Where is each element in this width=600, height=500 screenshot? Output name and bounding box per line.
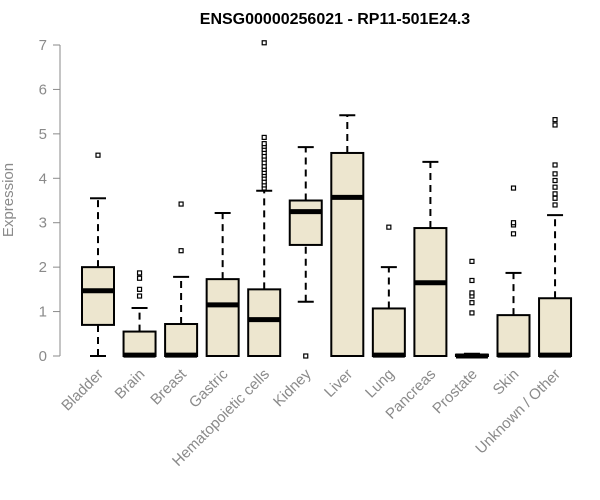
outlier-point (510, 185, 517, 191)
y-tick-label: 7 (39, 37, 47, 54)
outlier-point (552, 191, 558, 197)
outlier-point (552, 171, 558, 177)
outlier-point (510, 220, 517, 226)
boxes (81, 40, 573, 359)
x-category-label: Liver (321, 366, 356, 401)
box-liver (330, 114, 365, 357)
iqr-box (164, 323, 199, 357)
box-hematopoietic-cells (247, 40, 282, 358)
outlier-point (136, 275, 143, 281)
box-skin (496, 185, 531, 358)
iqr-box (371, 307, 406, 357)
box-kidney (288, 146, 323, 359)
box-bladder (81, 152, 115, 357)
outlier-point (552, 162, 558, 168)
outlier-point (136, 293, 143, 299)
iqr-box (413, 227, 448, 357)
iqr-box (538, 297, 573, 357)
y-tick-label: 0 (39, 348, 47, 365)
outlier-point (303, 353, 309, 359)
box-prostate (454, 258, 489, 359)
outlier-point (552, 202, 558, 208)
x-category-label: Brain (112, 366, 149, 403)
box-brain (122, 270, 157, 358)
outlier-point (386, 224, 392, 230)
outlier-point (469, 277, 475, 284)
outlier-point (469, 258, 475, 264)
outlier-point (469, 290, 475, 296)
y-tick-label: 5 (39, 126, 47, 143)
y-tick-label: 1 (39, 304, 47, 321)
box-unknown-other (538, 117, 573, 358)
outlier-point (178, 201, 184, 207)
box-gastric (205, 211, 240, 358)
outlier-point (510, 231, 517, 237)
x-category-label: Prostate (429, 366, 481, 418)
iqr-box (496, 314, 531, 357)
x-category-label: Bladder (58, 366, 107, 415)
x-category-label: Lung (362, 366, 398, 402)
y-axis-label: Expression (0, 163, 17, 237)
iqr-box (81, 266, 115, 326)
outlier-point (469, 300, 475, 306)
outlier-point (552, 184, 558, 190)
outlier-point (552, 122, 558, 128)
box-lung (371, 224, 406, 358)
y-tick-label: 2 (39, 259, 47, 276)
chart-title: ENSG00000256021 - RP11-501E24.3 (200, 11, 471, 28)
outlier-point (552, 195, 558, 201)
iqr-box (205, 278, 240, 358)
iqr-box (288, 199, 323, 246)
outlier-point (552, 117, 558, 123)
outlier-point (136, 270, 143, 276)
x-category-label: Breast (147, 365, 190, 408)
outlier-point (261, 134, 267, 141)
iqr-box (247, 288, 282, 358)
iqr-box (330, 151, 365, 357)
y-tick-label: 6 (39, 81, 47, 98)
outlier-point (469, 310, 475, 316)
box-pancreas (413, 160, 448, 357)
y-tick-label: 4 (39, 170, 47, 187)
outlier-point (136, 286, 143, 292)
x-category-label: Kidney (270, 365, 315, 410)
outlier-point (95, 152, 101, 158)
x-category-label: Skin (490, 366, 523, 399)
y-axis: 0 1 2 3 4 5 6 7 (39, 37, 61, 365)
outlier-point (552, 177, 558, 184)
y-tick-label: 3 (39, 215, 47, 232)
outlier-point (261, 141, 267, 147)
box-breast (164, 201, 199, 358)
outlier-point (261, 40, 267, 46)
iqr-box (122, 330, 157, 358)
outlier-point (178, 248, 184, 254)
